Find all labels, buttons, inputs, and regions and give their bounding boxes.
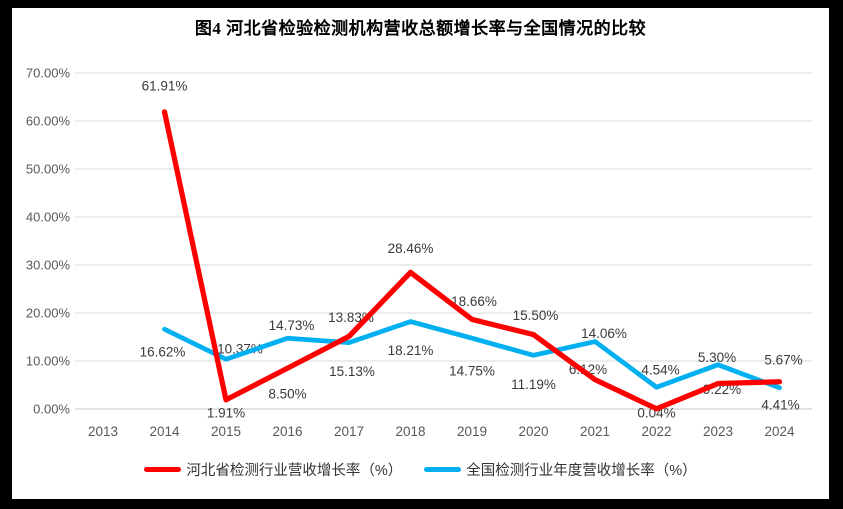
data-label: 14.06%	[581, 326, 627, 341]
x-axis-tick-label: 2015	[211, 424, 241, 439]
data-label: 4.41%	[761, 397, 799, 412]
x-axis-tick-label: 2014	[149, 424, 180, 439]
data-label: 5.30%	[698, 350, 736, 365]
data-label: 18.66%	[451, 294, 497, 309]
x-axis-tick-label: 2016	[272, 424, 302, 439]
chart-canvas: 图4 河北省检验检测机构营收总额增长率与全国情况的比较 0.00% 10.00% 2…	[12, 8, 829, 499]
series-line	[162, 319, 782, 391]
series-line	[161, 109, 783, 412]
data-label: 1.91%	[207, 405, 245, 420]
data-label: 16.62%	[140, 345, 186, 360]
data-label: 0.04%	[637, 405, 675, 420]
line-chart: 0.00% 10.00% 20.00% 30.00% 40.00% 50.00% 60.00…	[26, 66, 812, 439]
data-label: 8.50%	[268, 387, 306, 402]
y-axis-tick-label: 10.00%	[26, 354, 71, 369]
chart-title: 图4 河北省检验检测机构营收总额增长率与全国情况的比较	[194, 19, 647, 38]
data-label: 28.46%	[388, 241, 434, 256]
data-label: 4.54%	[641, 363, 679, 378]
data-label: 5.67%	[764, 352, 802, 367]
legend-label-hebei: 河北省检测行业营收增长率（%）	[186, 463, 403, 479]
legend-item-hebei: 河北省检测行业营收增长率（%）	[144, 459, 402, 480]
data-label: 14.75%	[449, 364, 495, 379]
y-axis-tick-label: 40.00%	[26, 210, 71, 225]
y-axis-tick-label: 0.00%	[33, 402, 70, 417]
x-axis-tick-label: 2018	[395, 424, 425, 439]
x-axis-tick-label: 2023	[703, 424, 733, 439]
x-axis-tick-label: 2024	[764, 424, 795, 439]
x-axis-tick-label: 2013	[88, 424, 118, 439]
x-axis-tick-label: 2022	[641, 424, 671, 439]
y-axis-tick-label: 20.00%	[26, 306, 71, 321]
y-axis-tick-label: 30.00%	[26, 258, 71, 273]
y-axis-tick-label: 60.00%	[26, 114, 71, 129]
chart-legend: 河北省检测行业营收增长率（%） 全国检测行业年度营收增长率（%）	[12, 459, 829, 480]
x-axis-tick-label: 2017	[334, 424, 364, 439]
data-label: 14.73%	[269, 318, 315, 333]
data-label: 15.13%	[329, 364, 375, 379]
legend-label-national: 全国检测行业年度营收增长率（%）	[466, 463, 697, 479]
x-axis-tick-label: 2020	[518, 424, 548, 439]
y-axis-tick-label: 50.00%	[26, 162, 71, 177]
data-label: 61.91%	[142, 78, 188, 93]
legend-item-national: 全国检测行业年度营收增长率（%）	[424, 459, 697, 480]
data-label: 11.19%	[511, 377, 556, 392]
x-axis-tick-label: 2019	[457, 424, 487, 439]
data-label: 18.21%	[388, 343, 434, 358]
blue-line-legend-marker	[424, 467, 462, 472]
red-line-legend-marker	[144, 467, 182, 472]
x-axis-tick-label: 2021	[580, 424, 610, 439]
data-label: 15.50%	[513, 308, 559, 323]
y-axis-tick-label: 70.00%	[26, 66, 71, 81]
